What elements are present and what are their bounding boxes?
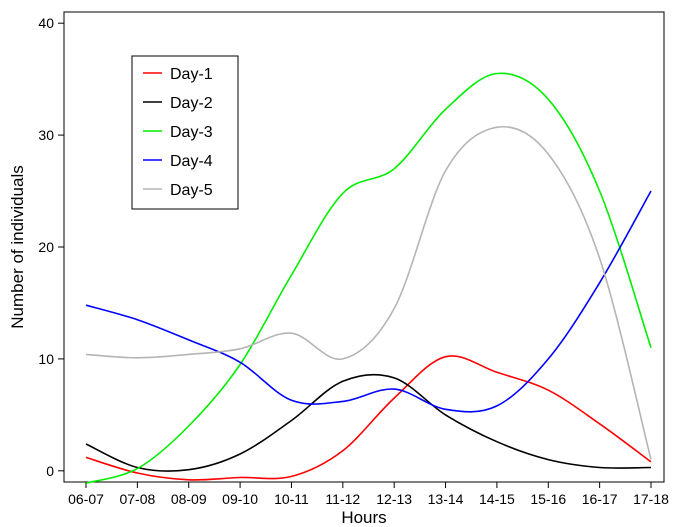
y-tick-label: 20 <box>38 239 54 255</box>
x-tick-label: 13-14 <box>428 491 464 507</box>
legend-box <box>131 55 239 210</box>
x-tick-label: 14-15 <box>479 491 515 507</box>
legend-label-day-4: Day-4 <box>170 153 213 170</box>
y-axis: 0 10 20 30 40 <box>38 15 64 479</box>
x-axis: 06-07 07-08 08-09 09-10 10-11 11-12 12-13 13-14… <box>68 482 669 507</box>
legend-label-day-3: Day-3 <box>170 124 213 141</box>
y-tick-label: 0 <box>46 463 54 479</box>
series-line-day-3 <box>85 72 652 484</box>
x-tick-label: 15-16 <box>530 491 566 507</box>
legend-label-day-5: Day-5 <box>170 182 213 199</box>
series-line-day-1 <box>85 355 652 481</box>
y-axis-label: Number of individuals <box>8 165 27 328</box>
x-tick-label: 12-13 <box>376 491 412 507</box>
legend: Day-1 Day-2 Day-3 Day-4 Day-5 <box>131 55 239 210</box>
x-tick-label: 11-12 <box>325 491 360 507</box>
legend-label-day-1: Day-1 <box>170 66 213 83</box>
series-line-day-4 <box>85 190 652 413</box>
y-tick-label: 30 <box>38 127 54 143</box>
x-tick-label: 06-07 <box>68 491 104 507</box>
x-tick-label: 16-17 <box>582 491 618 507</box>
x-tick-label: 08-09 <box>171 491 207 507</box>
x-tick-label: 10-11 <box>274 491 309 507</box>
x-axis-label: Hours <box>341 508 386 527</box>
series-line-day-2 <box>85 373 652 472</box>
series-lines <box>85 72 652 484</box>
y-tick-label: 40 <box>38 15 54 31</box>
y-tick-label: 10 <box>38 351 54 367</box>
series-line-day-5 <box>85 125 652 460</box>
x-tick-label: 07-08 <box>119 491 155 507</box>
x-tick-label: 09-10 <box>222 491 258 507</box>
legend-label-day-2: Day-2 <box>170 95 213 112</box>
x-tick-label: 17-18 <box>633 491 669 507</box>
